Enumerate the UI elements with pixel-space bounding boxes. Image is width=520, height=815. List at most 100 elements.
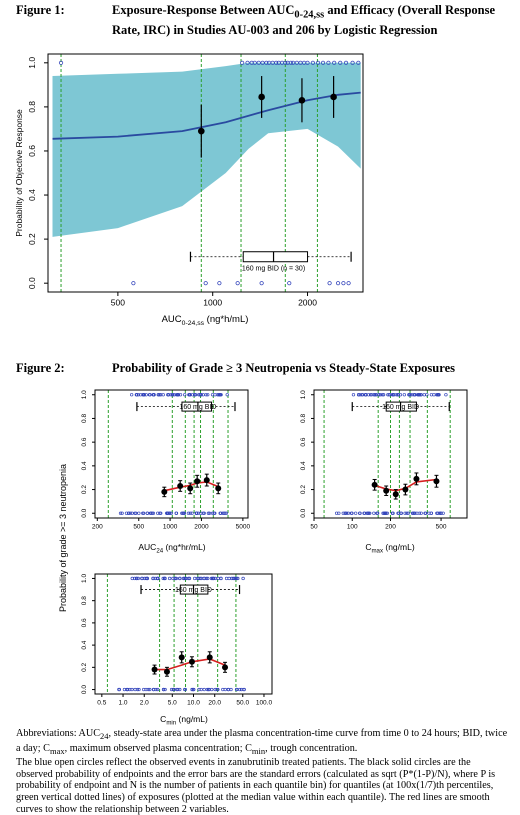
- fig2b-event-0-46: [424, 511, 428, 515]
- fig2a-event-0-47: [210, 511, 215, 515]
- figure-1-title: Exposure-Response Between AUC0-24,ss and…: [112, 3, 496, 37]
- fig1-event-0-5: [287, 281, 292, 286]
- fig2b-point-5: [433, 478, 440, 485]
- fig2b-event-1-16: [372, 393, 376, 397]
- fig2c-event-0-36: [205, 687, 209, 692]
- fig2b-event-0-29: [390, 511, 395, 515]
- fig2c-event-0-27: [178, 687, 182, 692]
- fig2b-xtick-label-2: 200: [385, 524, 396, 531]
- fig2b-event-1-58: [437, 393, 441, 397]
- fig1-event-1-20: [305, 60, 310, 65]
- fig2a-event-1-13: [147, 393, 152, 397]
- fig2a-point-0: [161, 488, 168, 495]
- fig1-point-1: [258, 93, 265, 101]
- fig2c-xtick-label-5: 20.0: [208, 700, 221, 707]
- fig2c-event-0-37: [202, 687, 206, 692]
- fig2b-event-1-13: [368, 393, 373, 397]
- fig2b-event-1-50: [422, 393, 426, 397]
- fig2c-xlabel: Cmin (ng/mL): [160, 714, 208, 726]
- fig2c-event-1-5: [136, 576, 140, 581]
- fig2a-event-1-40: [190, 393, 195, 397]
- fig2b-ytick-label-2: 0.4: [300, 461, 307, 470]
- fig2b-event-0-4: [343, 511, 347, 515]
- fig2c-event-0-16: [154, 687, 158, 692]
- fig2b-event-0-43: [417, 511, 422, 515]
- fig2b-event-1-25: [386, 393, 390, 397]
- fig2a-event-0-27: [169, 511, 173, 515]
- fig2b-point-1: [383, 487, 390, 494]
- fig2c-event-1-37: [198, 576, 202, 581]
- fig2a-event-1-2: [130, 393, 134, 397]
- fig1-event-1-29: [356, 60, 361, 65]
- fig1-ci-band: [52, 62, 361, 237]
- fig2b-box-label: 160 mg BID: [382, 404, 419, 411]
- fig2a-event-0-33: [181, 511, 185, 515]
- fig2c-event-0-6: [130, 687, 134, 692]
- fig2b-event-0-26: [384, 511, 388, 515]
- fig2b-ytick-label-4: 0.8: [300, 414, 307, 423]
- fig2b-event-0-40: [413, 511, 417, 515]
- fig1-event-1-26: [338, 60, 343, 65]
- fig1-event-0-7: [335, 281, 341, 286]
- fig2b-event-0-48: [429, 511, 433, 515]
- fig1-event-1-7: [264, 60, 269, 65]
- fig2a-event-0-13: [145, 511, 150, 515]
- fig2b-event-1-35: [402, 393, 406, 397]
- fig2a-event-1-33: [176, 393, 181, 397]
- fig2c-event-0-8: [137, 687, 141, 692]
- fig2b-event-0-51: [437, 511, 442, 515]
- fig2c-event-0-20: [161, 687, 166, 692]
- fig2c-event-0-13: [148, 687, 152, 692]
- fig2b-xtick-label-3: 500: [436, 524, 447, 531]
- fig2a-event-1-48: [206, 393, 210, 397]
- fig2b-event-1-31: [394, 393, 399, 397]
- fig2c-ytick-label-4: 0.8: [81, 596, 88, 605]
- fig2c-event-0-11: [146, 687, 150, 692]
- fig2a-event-0-53: [224, 511, 229, 515]
- fig2b-event-0-13: [362, 511, 366, 515]
- fig2b-event-0-6: [346, 511, 351, 515]
- fig1-xtick-label-1: 1000: [203, 298, 222, 308]
- fig2c-event-0-54: [242, 687, 246, 692]
- fig1-event-1-28: [350, 60, 355, 65]
- figure-2-chart: 160 mg BID 0.0 0.2 0.4 0.6 0.8 1.0 200 500 1000 20…: [58, 389, 468, 726]
- fig2c-point-2: [178, 654, 185, 661]
- fig1-event-1-4: [252, 60, 257, 65]
- fig2c-ytick-label-2: 0.4: [81, 640, 88, 649]
- fig2a-box-label: 160 mg BID: [179, 404, 216, 411]
- fig2a-event-1-47: [199, 393, 203, 397]
- fig2c-event-0-43: [216, 687, 220, 692]
- fig2a-event-1-20: [156, 393, 161, 397]
- fig2a-xlabel: AUC24 (ng*hr/mL): [138, 542, 205, 555]
- fig2b-event-0-9: [350, 511, 354, 515]
- fig2a-event-1-31: [175, 393, 179, 397]
- footnotes: Abbreviations: AUC24, steady-state area …: [16, 728, 508, 815]
- fig2b-event-1-5: [356, 393, 361, 397]
- fig2c-event-1-20: [163, 576, 167, 581]
- fig2c-event-0-25: [175, 687, 179, 692]
- fig2c-event-0-4: [126, 687, 130, 692]
- fig2b-smooth-curve: [374, 478, 437, 492]
- fig2c-event-0-29: [183, 687, 187, 692]
- fig2b-event-0-34: [403, 511, 407, 515]
- fig2a-event-0-17: [151, 511, 156, 515]
- fig2b-box: [385, 401, 417, 412]
- fig2c-event-0-46: [223, 687, 227, 692]
- fig2c-event-0-48: [229, 687, 233, 692]
- fig2c-event-0-17: [156, 687, 160, 692]
- fig2a-event-1-50: [204, 393, 208, 397]
- fig2a-ytick-label-3: 0.6: [81, 437, 88, 446]
- fig1-event-0-0: [131, 281, 136, 286]
- fig2a-event-1-25: [166, 393, 170, 397]
- fig2c-event-1-33: [187, 576, 191, 581]
- fig2a-xtick-label-2: 1000: [163, 524, 178, 531]
- fig2a-xtick-label-1: 500: [133, 524, 144, 531]
- fig1-event-0-8: [341, 281, 346, 286]
- fig2c-event-0-15: [152, 687, 156, 692]
- fig2a-event-0-9: [134, 511, 138, 515]
- fig2b-point-3: [402, 486, 409, 493]
- fig2a-plot-frame: [94, 389, 249, 519]
- fig2b-event-1-47: [417, 393, 422, 397]
- fig1-event-1-23: [320, 60, 326, 65]
- fig2c-event-1-56: [233, 576, 238, 581]
